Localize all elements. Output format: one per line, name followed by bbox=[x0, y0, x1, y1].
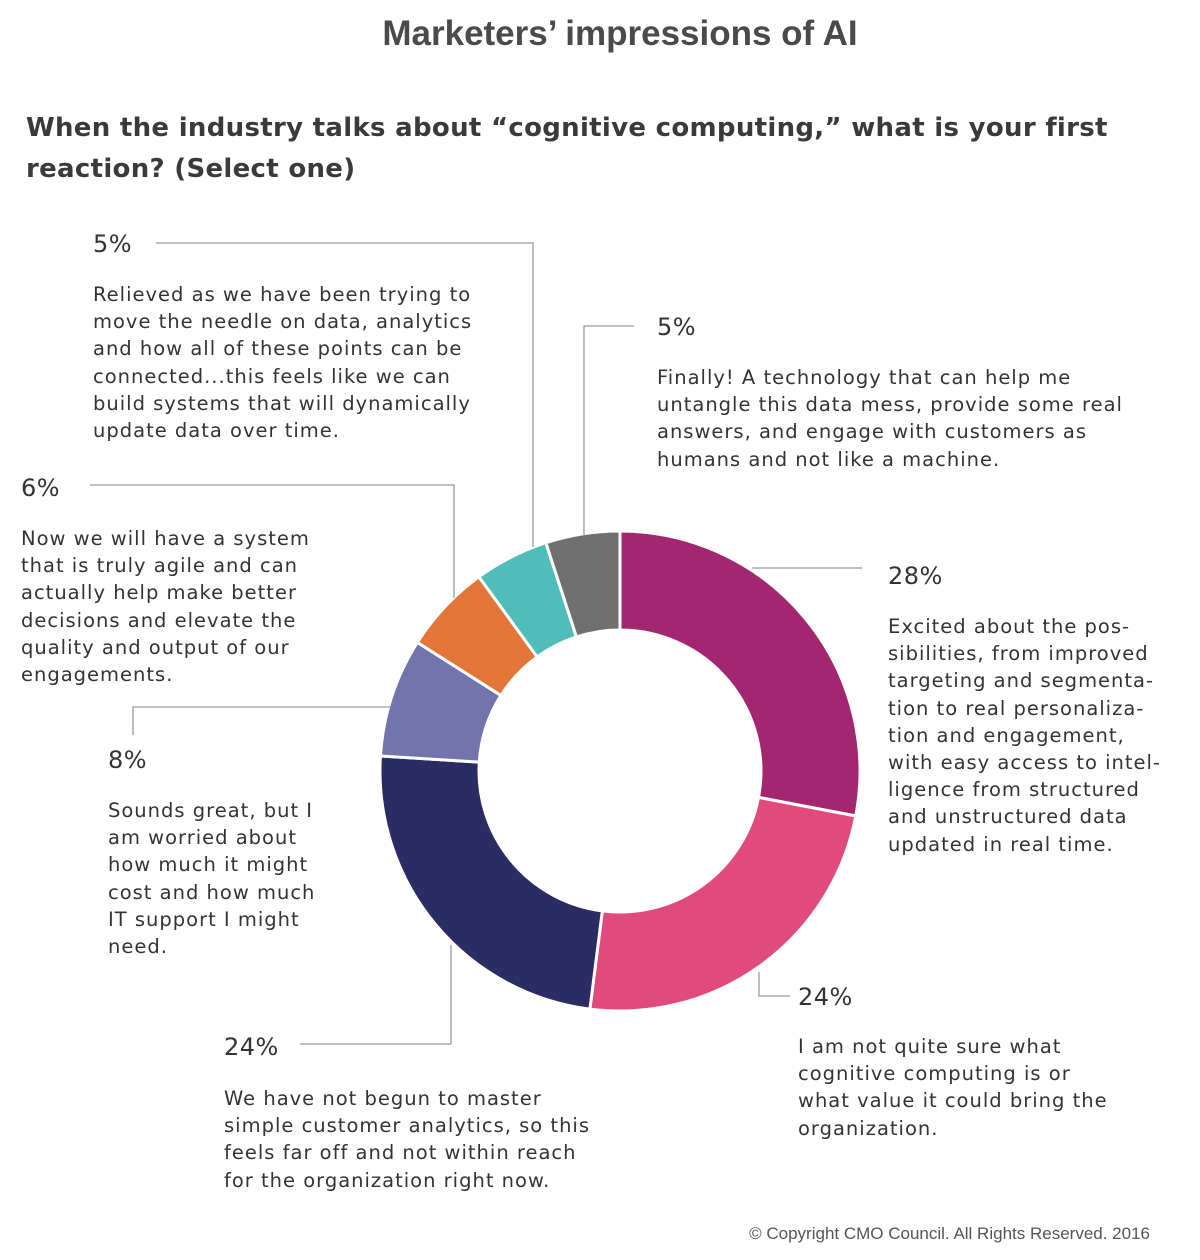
percent-label-excited: 28% bbox=[888, 562, 943, 590]
description-relieved: Relieved as we have been trying to move … bbox=[93, 283, 473, 443]
description-finally: Finally! A technology that can help me u… bbox=[657, 366, 1123, 471]
leader-line-not-begun bbox=[300, 945, 452, 1045]
donut-slice-finally bbox=[543, 529, 622, 639]
percent-label-finally: 5% bbox=[657, 313, 697, 341]
leader-line-worried bbox=[132, 706, 390, 735]
description-not-sure: I am not quite sure what cognitive compu… bbox=[798, 1035, 1108, 1140]
leader-line-not-sure bbox=[758, 972, 790, 997]
leader-line-agile bbox=[90, 484, 455, 598]
donut-slices bbox=[378, 529, 862, 1013]
chart-title: Marketers’ impressions of AI bbox=[382, 14, 858, 53]
donut-slice-not-begun bbox=[378, 754, 605, 1011]
percent-label-agile: 6% bbox=[21, 474, 61, 502]
leader-line-relieved bbox=[156, 242, 534, 547]
description-excited: Excited about the pos- sibilities, from … bbox=[888, 615, 1161, 856]
description-agile: Now we will have a system that is truly … bbox=[21, 527, 310, 687]
percent-label-relieved: 5% bbox=[93, 230, 133, 258]
survey-question: When the industry talks about “cognitive… bbox=[26, 113, 1108, 184]
leader-lines bbox=[90, 242, 862, 1045]
leader-line-finally bbox=[583, 325, 634, 535]
description-not-begun: We have not begun to master simple custo… bbox=[224, 1087, 591, 1192]
donut-slice-excited bbox=[618, 529, 862, 818]
percent-label-worried: 8% bbox=[108, 746, 148, 774]
percent-label-not-begun: 24% bbox=[224, 1033, 279, 1061]
donut-slice-not-sure bbox=[588, 795, 858, 1013]
description-worried: Sounds great, but I am worried about how… bbox=[108, 799, 316, 959]
percent-label-not-sure: 24% bbox=[798, 983, 853, 1011]
copyright-notice: © Copyright CMO Council. All Rights Rese… bbox=[749, 1224, 1150, 1243]
